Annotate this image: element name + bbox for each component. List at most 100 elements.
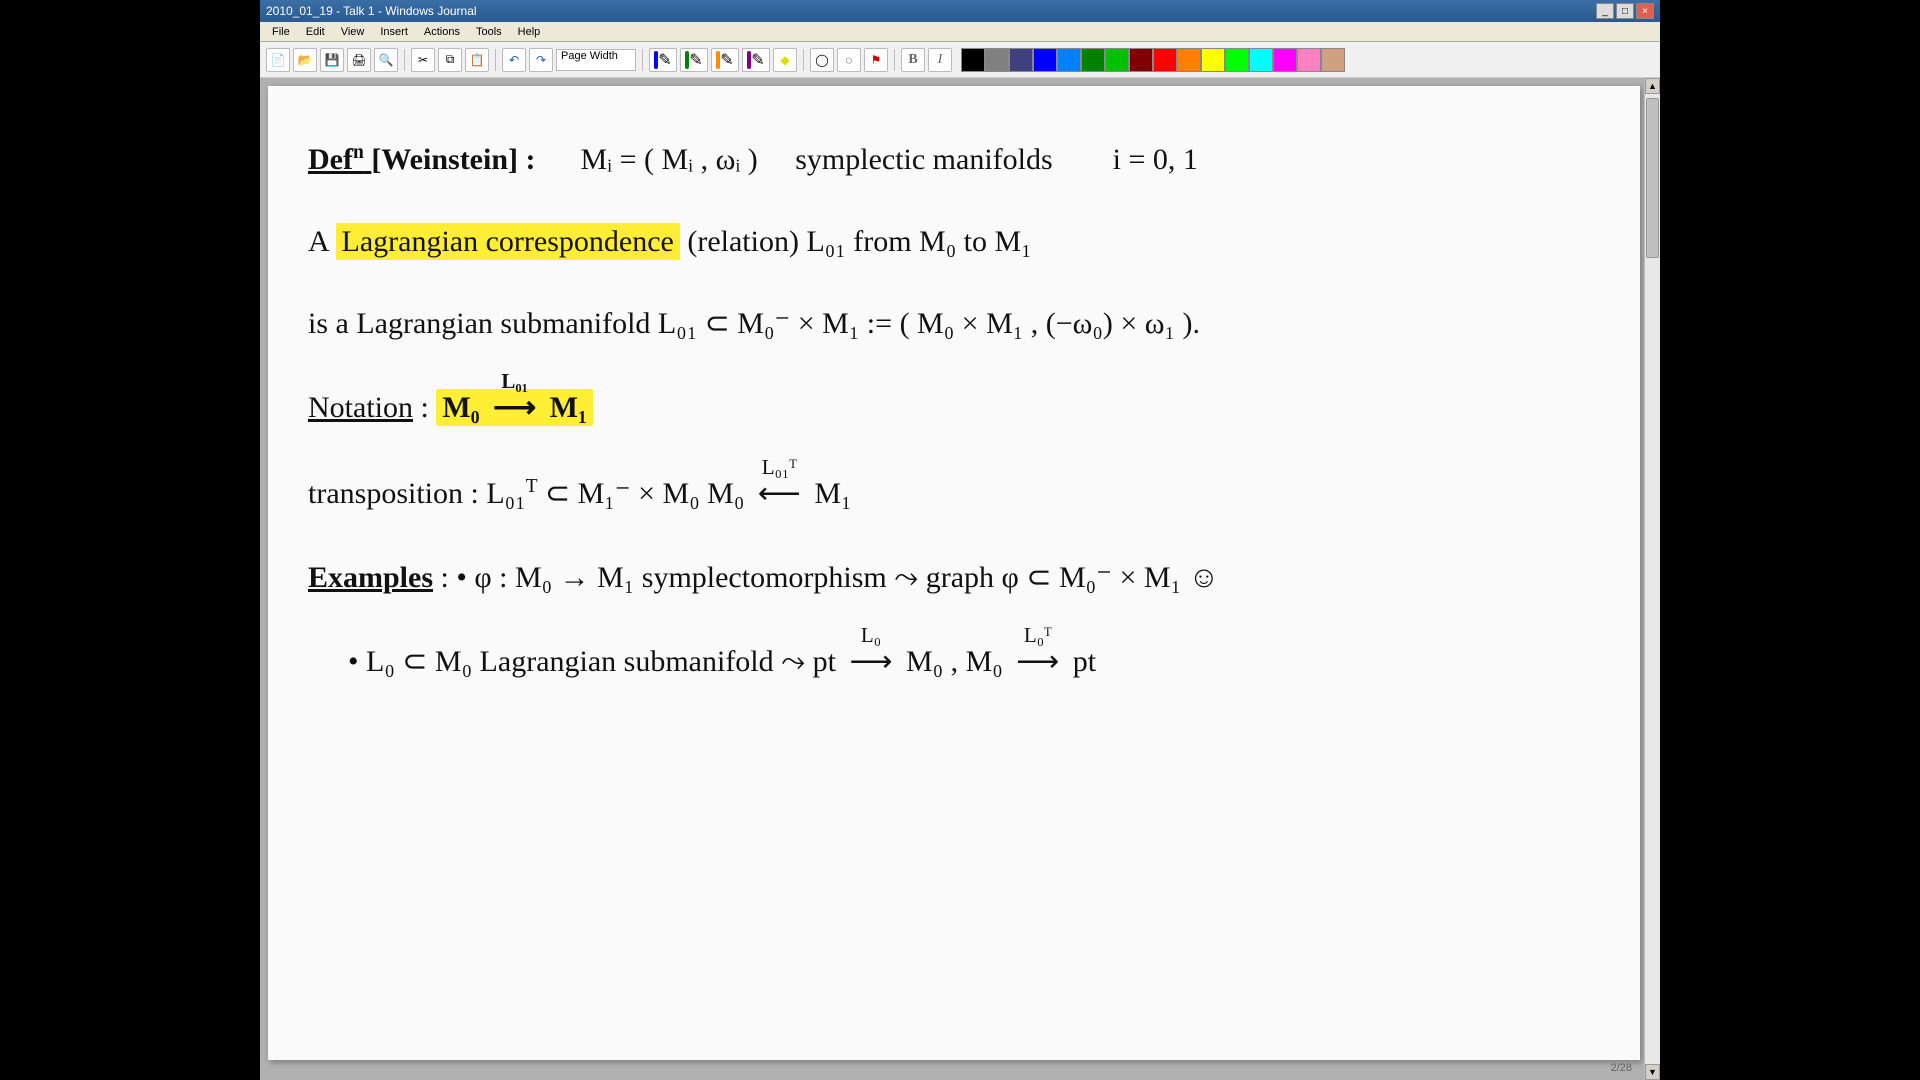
color-swatch[interactable] bbox=[1177, 48, 1201, 72]
scroll-up-button[interactable]: ▲ bbox=[1645, 78, 1660, 94]
pen-blue[interactable]: ✎ bbox=[649, 48, 677, 72]
text: n bbox=[353, 142, 364, 163]
menu-help[interactable]: Help bbox=[510, 24, 549, 40]
color-swatch[interactable] bbox=[1009, 48, 1033, 72]
app-window: 2010_01_19 - Talk 1 - Windows Journal _ … bbox=[260, 0, 1660, 1080]
text: Def bbox=[308, 143, 353, 176]
lasso-button[interactable]: ◌ bbox=[837, 48, 861, 72]
text: L₀ bbox=[861, 619, 881, 653]
pen-icon bbox=[747, 51, 751, 69]
separator bbox=[642, 49, 643, 71]
arrow-icon: L₀ᵀ ⟶ bbox=[1010, 636, 1065, 688]
menu-view[interactable]: View bbox=[333, 24, 373, 40]
text: : • φ : M₀ → M₁ symplectomorphism ⤳ grap… bbox=[441, 561, 1220, 594]
find-button[interactable]: 🔍 bbox=[374, 48, 398, 72]
text: T bbox=[526, 476, 538, 497]
text: • L₀ ⊂ M₀ Lagrangian submanifold ⤳ pt bbox=[348, 645, 843, 678]
handwriting-line: is a Lagrangian submanifold L₀₁ ⊂ M₀⁻ × … bbox=[308, 300, 1600, 348]
text: M₁ bbox=[550, 391, 587, 424]
text: Mᵢ = ( Mᵢ , ωᵢ ) bbox=[581, 143, 758, 176]
menu-insert[interactable]: Insert bbox=[372, 24, 416, 40]
handwriting-line: Notation : M₀ L₀₁ ⟶ M₁ bbox=[308, 382, 1600, 434]
italic-button[interactable]: I bbox=[928, 48, 952, 72]
text: M₀ , M₀ bbox=[906, 645, 1010, 678]
minimize-button[interactable]: _ bbox=[1596, 3, 1614, 19]
highlighter-button[interactable]: ◆ bbox=[773, 48, 797, 72]
maximize-button[interactable]: □ bbox=[1616, 3, 1634, 19]
text: Examples bbox=[308, 561, 433, 594]
bold-button[interactable]: B bbox=[901, 48, 925, 72]
separator bbox=[894, 49, 895, 71]
pen-purple[interactable]: ✎ bbox=[742, 48, 770, 72]
text: L₀ᵀ bbox=[1024, 619, 1052, 653]
color-swatch[interactable] bbox=[1225, 48, 1249, 72]
scroll-down-button[interactable]: ▼ bbox=[1645, 1064, 1660, 1080]
color-swatch[interactable] bbox=[1201, 48, 1225, 72]
highlighted-text: M₀ L₀₁ ⟶ M₁ bbox=[436, 389, 593, 426]
page-area: Defn [Weinstein] : Mᵢ = ( Mᵢ , ωᵢ ) symp… bbox=[260, 78, 1660, 1080]
pen-icon bbox=[654, 51, 658, 69]
close-button[interactable]: × bbox=[1636, 3, 1654, 19]
handwriting-line: Examples : • φ : M₀ → M₁ symplectomorphi… bbox=[308, 554, 1600, 602]
save-button[interactable]: 💾 bbox=[320, 48, 344, 72]
zoom-select[interactable]: Page Width bbox=[556, 49, 636, 71]
pen-icon bbox=[716, 51, 720, 69]
toolbar: 📄 📂 💾 🖨 🔍 ✂ ⧉ 📋 ↶ ↷ Page Width ✎ ✎ ✎ ✎ ◆… bbox=[260, 42, 1660, 78]
journal-page[interactable]: Defn [Weinstein] : Mᵢ = ( Mᵢ , ωᵢ ) symp… bbox=[268, 86, 1640, 1060]
menu-actions[interactable]: Actions bbox=[416, 24, 468, 40]
text: transposition : L₀₁ bbox=[308, 477, 526, 510]
highlighted-text: Lagrangian correspondence bbox=[336, 223, 680, 260]
text: L₀₁ᵀ bbox=[762, 451, 797, 485]
text: symplectic manifolds bbox=[795, 143, 1052, 176]
text: Notation bbox=[308, 391, 413, 424]
separator bbox=[404, 49, 405, 71]
color-swatch[interactable] bbox=[1057, 48, 1081, 72]
cut-button[interactable]: ✂ bbox=[411, 48, 435, 72]
arrow-icon: L₀ ⟶ bbox=[843, 636, 898, 688]
text: is a Lagrangian submanifold L₀₁ ⊂ M₀⁻ × … bbox=[308, 307, 1200, 340]
pen-green[interactable]: ✎ bbox=[680, 48, 708, 72]
color-swatch[interactable] bbox=[1297, 48, 1321, 72]
text: i = 0, 1 bbox=[1113, 143, 1198, 176]
paste-button[interactable]: 📋 bbox=[465, 48, 489, 72]
redo-button[interactable]: ↷ bbox=[529, 48, 553, 72]
menu-edit[interactable]: Edit bbox=[298, 24, 333, 40]
color-swatch[interactable] bbox=[1105, 48, 1129, 72]
text: M₁ bbox=[814, 477, 851, 510]
menubar: File Edit View Insert Actions Tools Help bbox=[260, 22, 1660, 42]
window-controls: _ □ × bbox=[1596, 3, 1654, 19]
print-button[interactable]: 🖨 bbox=[347, 48, 371, 72]
vertical-scrollbar[interactable]: ▲ ▼ bbox=[1644, 78, 1660, 1080]
handwriting-line: A Lagrangian correspondence (relation) L… bbox=[308, 218, 1600, 266]
color-swatch[interactable] bbox=[961, 48, 985, 72]
text: : bbox=[413, 391, 436, 424]
copy-button[interactable]: ⧉ bbox=[438, 48, 462, 72]
separator bbox=[495, 49, 496, 71]
open-button[interactable]: 📂 bbox=[293, 48, 317, 72]
menu-file[interactable]: File bbox=[264, 24, 298, 40]
color-swatch[interactable] bbox=[1249, 48, 1273, 72]
color-swatch[interactable] bbox=[1153, 48, 1177, 72]
color-swatch[interactable] bbox=[1273, 48, 1297, 72]
color-swatch[interactable] bbox=[1081, 48, 1105, 72]
separator bbox=[803, 49, 804, 71]
color-palette bbox=[961, 48, 1345, 72]
handwriting-line: • L₀ ⊂ M₀ Lagrangian submanifold ⤳ pt L₀… bbox=[308, 636, 1600, 688]
menu-tools[interactable]: Tools bbox=[468, 24, 510, 40]
eraser-button[interactable]: ◯ bbox=[810, 48, 834, 72]
undo-button[interactable]: ↶ bbox=[502, 48, 526, 72]
flag-button[interactable]: ⚑ bbox=[864, 48, 888, 72]
color-swatch[interactable] bbox=[985, 48, 1009, 72]
new-button[interactable]: 📄 bbox=[266, 48, 290, 72]
text: A bbox=[308, 225, 336, 258]
pen-icon bbox=[685, 51, 689, 69]
arrow-icon: L₀₁ ⟶ bbox=[487, 382, 542, 434]
scroll-thumb[interactable] bbox=[1646, 98, 1659, 258]
pen-orange[interactable]: ✎ bbox=[711, 48, 739, 72]
handwriting-line: Defn [Weinstein] : Mᵢ = ( Mᵢ , ωᵢ ) symp… bbox=[308, 136, 1600, 184]
arrow-icon: L₀₁ᵀ ⟵ bbox=[752, 468, 807, 520]
color-swatch[interactable] bbox=[1321, 48, 1345, 72]
color-swatch[interactable] bbox=[1129, 48, 1153, 72]
color-swatch[interactable] bbox=[1033, 48, 1057, 72]
handwriting-line: transposition : L₀₁T ⊂ M₁⁻ × M₀ M₀ L₀₁ᵀ … bbox=[308, 468, 1600, 520]
